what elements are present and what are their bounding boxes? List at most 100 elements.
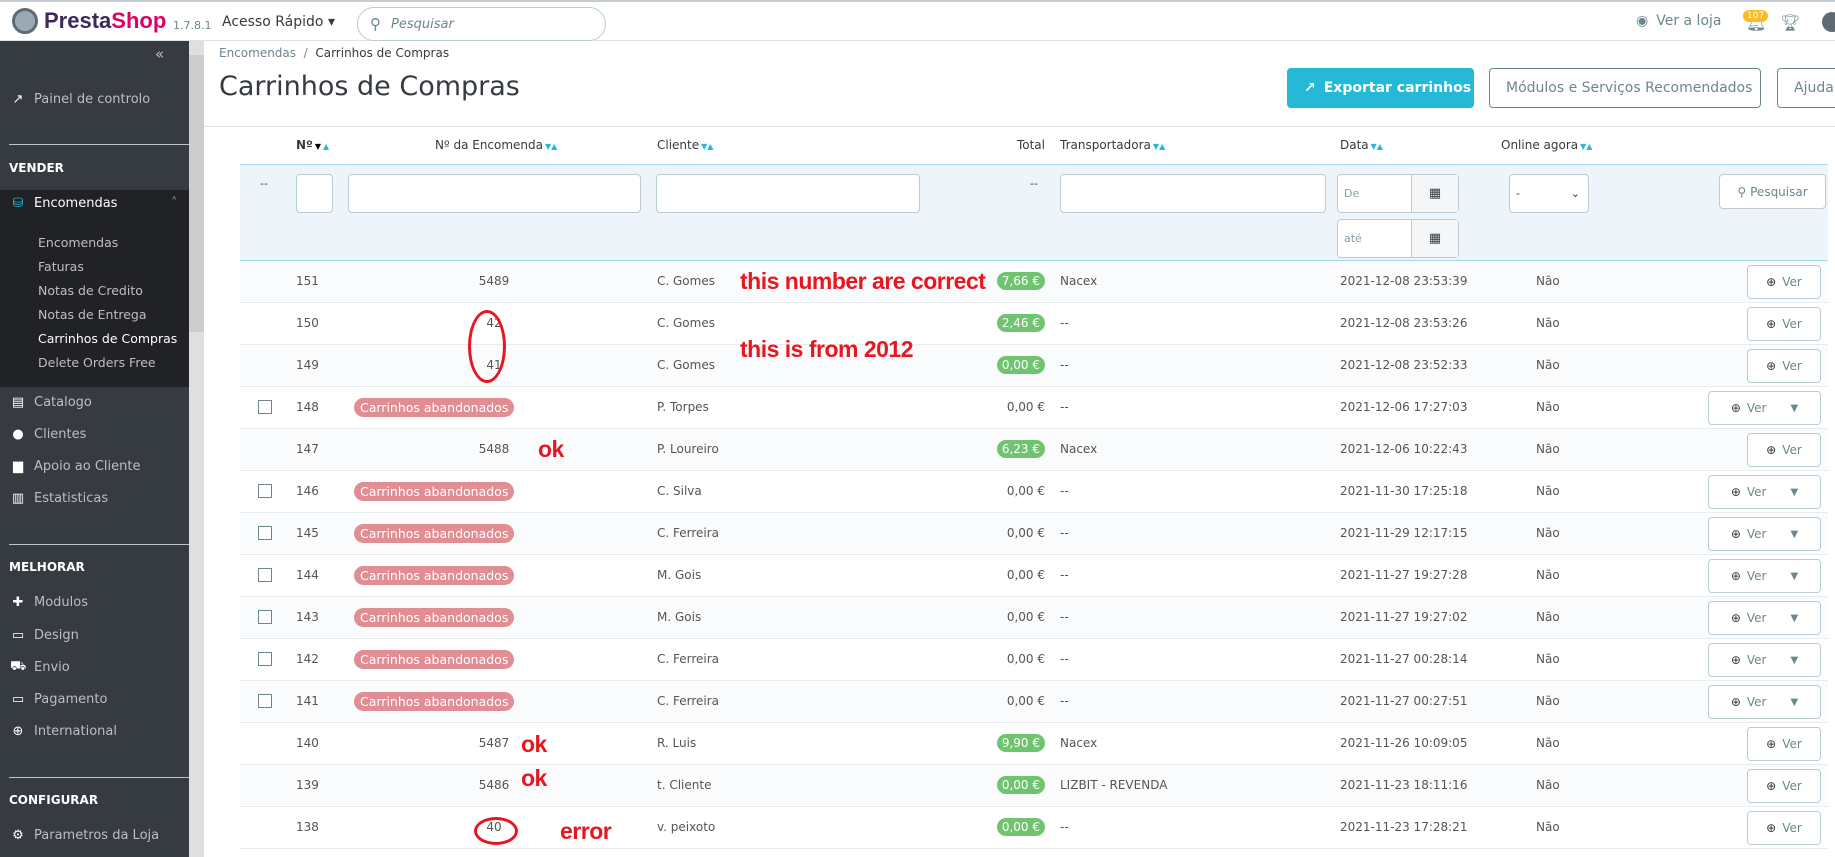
table-row: 149 41 C. Gomes 0,00 € -- 2021-12-08 23:52:33… [240, 345, 1828, 387]
view-dropdown-button[interactable]: ⊕ Ver ▼ [1708, 517, 1821, 551]
sidebar-item-shop-parameters[interactable]: ⚙ Parametros da Loja [10, 828, 159, 843]
submenu-orders[interactable]: Encomendas [38, 235, 119, 250]
table-row: 143 Carrinhos abandonados M. Gois 0,00 € -- 2… [240, 597, 1828, 639]
quick-access-dropdown[interactable]: Acesso Rápido ▾ [222, 14, 335, 30]
caret-down-icon[interactable]: ▼ [1790, 570, 1799, 582]
sidebar-item-dashboard[interactable]: ↗ Painel de controlo [10, 92, 151, 107]
submenu-credit-notes[interactable]: Notas de Credito [38, 283, 143, 298]
calendar-icon[interactable]: ▦ [1411, 220, 1458, 257]
submenu-shopping-carts[interactable]: Carrinhos de Compras [38, 331, 178, 346]
sidebar-item-support[interactable]: ▆ Apoio ao Cliente [10, 459, 140, 474]
sidebar-item-modules[interactable]: ✚ Modulos [10, 595, 88, 610]
export-carts-button[interactable]: ↗ Exportar carrinhos [1287, 68, 1474, 108]
filter-customer-input[interactable] [656, 174, 920, 213]
caret-down-icon[interactable]: ▼ [1790, 486, 1799, 498]
caret-down-icon[interactable]: ▼ [1790, 654, 1799, 666]
sidebar-item-orders[interactable]: ⛁ Encomendas [10, 196, 118, 211]
abandoned-badge: Carrinhos abandonados [354, 608, 515, 627]
search-input[interactable]: ⚲ Pesquisar [357, 7, 606, 41]
view-label: Ver [1782, 275, 1802, 289]
view-dropdown-button[interactable]: ⊕ Ver ▼ [1708, 391, 1821, 425]
filter-id-input[interactable] [296, 174, 333, 213]
sort-icon[interactable]: ▼▲ [1580, 142, 1593, 151]
view-button[interactable]: ⊕ Ver [1747, 349, 1821, 383]
sort-icon[interactable]: ▼▲ [701, 142, 714, 151]
col-carrier[interactable]: Transportadora ▼▲ [1060, 138, 1166, 152]
submenu-invoices[interactable]: Faturas [38, 259, 84, 274]
filter-order-input[interactable] [348, 174, 641, 213]
caret-down-icon[interactable]: ▼ [1790, 402, 1799, 414]
date-from-input[interactable]: De ▦ [1337, 174, 1459, 213]
sidebar-item-shipping[interactable]: ⛟ Envio [10, 659, 70, 675]
view-dropdown-button[interactable]: ⊕ Ver ▼ [1708, 643, 1821, 677]
scrollbar-thumb[interactable] [189, 55, 204, 332]
total-value: 0,00 € [1006, 484, 1045, 498]
col-online[interactable]: Online agora ▼▲ [1501, 138, 1593, 152]
zoom-in-icon: ⊕ [1730, 569, 1741, 583]
view-store-link[interactable]: ◉ Ver a loja [1636, 13, 1722, 29]
view-dropdown-button[interactable]: ⊕ Ver ▼ [1708, 559, 1821, 593]
avatar[interactable] [1822, 12, 1835, 32]
view-dropdown-button[interactable]: ⊕ Ver ▼ [1708, 475, 1821, 509]
view-label: Ver [1746, 695, 1767, 709]
collapse-sidebar-icon[interactable]: « [155, 45, 165, 63]
calendar-icon[interactable]: ▦ [1411, 175, 1458, 212]
col-order[interactable]: Nº da Encomenda ▼▲ [435, 138, 558, 152]
online-select[interactable]: - ⌄ [1509, 174, 1589, 213]
row-checkbox[interactable] [258, 484, 272, 498]
col-date[interactable]: Data ▼▲ [1340, 138, 1383, 152]
view-button[interactable]: ⊕ Ver [1747, 265, 1821, 299]
view-dropdown-button[interactable]: ⊕ Ver ▼ [1708, 685, 1821, 719]
submenu-delivery-notes[interactable]: Notas de Entrega [38, 307, 147, 322]
sort-icon[interactable]: ▼▲ [1370, 142, 1383, 151]
row-checkbox[interactable] [258, 694, 272, 708]
zoom-in-icon: ⊕ [1766, 317, 1777, 331]
cart-id: 138 [296, 820, 319, 834]
caret-down-icon[interactable]: ▼ [1790, 696, 1799, 708]
date: 2021-12-08 23:52:33 [1340, 358, 1468, 372]
sidebar-scrollbar[interactable] [189, 41, 204, 857]
filter-carrier-input[interactable] [1060, 174, 1326, 213]
view-button[interactable]: ⊕ Ver [1747, 769, 1821, 803]
row-checkbox[interactable] [258, 610, 272, 624]
col-id[interactable]: Nº ▼ ▲ [296, 138, 330, 152]
view-button[interactable]: ⊕ Ver [1747, 811, 1821, 845]
row-checkbox[interactable] [258, 400, 272, 414]
recommended-modules-button[interactable]: Módulos e Serviços Recomendados [1489, 68, 1761, 108]
table-row: 151 5489 C. Gomes 7,66 € Nacex 2021-12-08 23:… [240, 261, 1828, 303]
row-checkbox[interactable] [258, 568, 272, 582]
date-to-input[interactable]: até ▦ [1337, 219, 1459, 258]
carrier: -- [1060, 652, 1069, 666]
view-dropdown-button[interactable]: ⊕ Ver ▼ [1708, 601, 1821, 635]
carrier: -- [1060, 610, 1069, 624]
sidebar-item-stats[interactable]: ▥ Estatisticas [11, 491, 109, 506]
cart-id: 139 [296, 778, 319, 792]
chevron-down-icon: ⌄ [1570, 187, 1580, 200]
submenu-delete-orders[interactable]: Delete Orders Free [38, 355, 156, 370]
view-button[interactable]: ⊕ Ver [1747, 307, 1821, 341]
prestashop-logo[interactable]: PrestaShop [12, 8, 166, 34]
breadcrumb-orders[interactable]: Encomendas [219, 46, 297, 60]
view-button[interactable]: ⊕ Ver [1747, 433, 1821, 467]
trophy-icon[interactable]: 🏆︎ [1780, 13, 1801, 32]
row-checkbox[interactable] [258, 652, 272, 666]
customer: R. Luis [657, 736, 697, 750]
sidebar-item-payment[interactable]: ▭ Pagamento [11, 692, 108, 707]
caret-down-icon[interactable]: ▼ [1790, 612, 1799, 624]
sort-icon[interactable]: ▼ [314, 142, 321, 151]
sort-icon[interactable]: ▲ [322, 142, 330, 151]
col-customer[interactable]: Cliente ▼▲ [657, 138, 714, 152]
view-button[interactable]: ⊕ Ver [1747, 727, 1821, 761]
sort-icon[interactable]: ▼▲ [545, 142, 558, 151]
sidebar-item-design[interactable]: ▭ Design [11, 628, 79, 643]
help-button[interactable]: Ajuda [1777, 68, 1835, 108]
zoom-in-icon: ⊕ [1730, 527, 1741, 541]
sort-icon[interactable]: ▼▲ [1152, 142, 1166, 151]
caret-down-icon[interactable]: ▼ [1790, 528, 1799, 540]
zoom-in-icon: ⊕ [1766, 359, 1777, 373]
sidebar-item-customers[interactable]: ● Clientes [10, 427, 86, 442]
sidebar-item-catalog[interactable]: ▤ Catalogo [11, 395, 92, 410]
search-filter-button[interactable]: ⚲ Pesquisar [1719, 174, 1826, 209]
sidebar-item-international[interactable]: ⊕ International [10, 724, 117, 739]
row-checkbox[interactable] [258, 526, 272, 540]
